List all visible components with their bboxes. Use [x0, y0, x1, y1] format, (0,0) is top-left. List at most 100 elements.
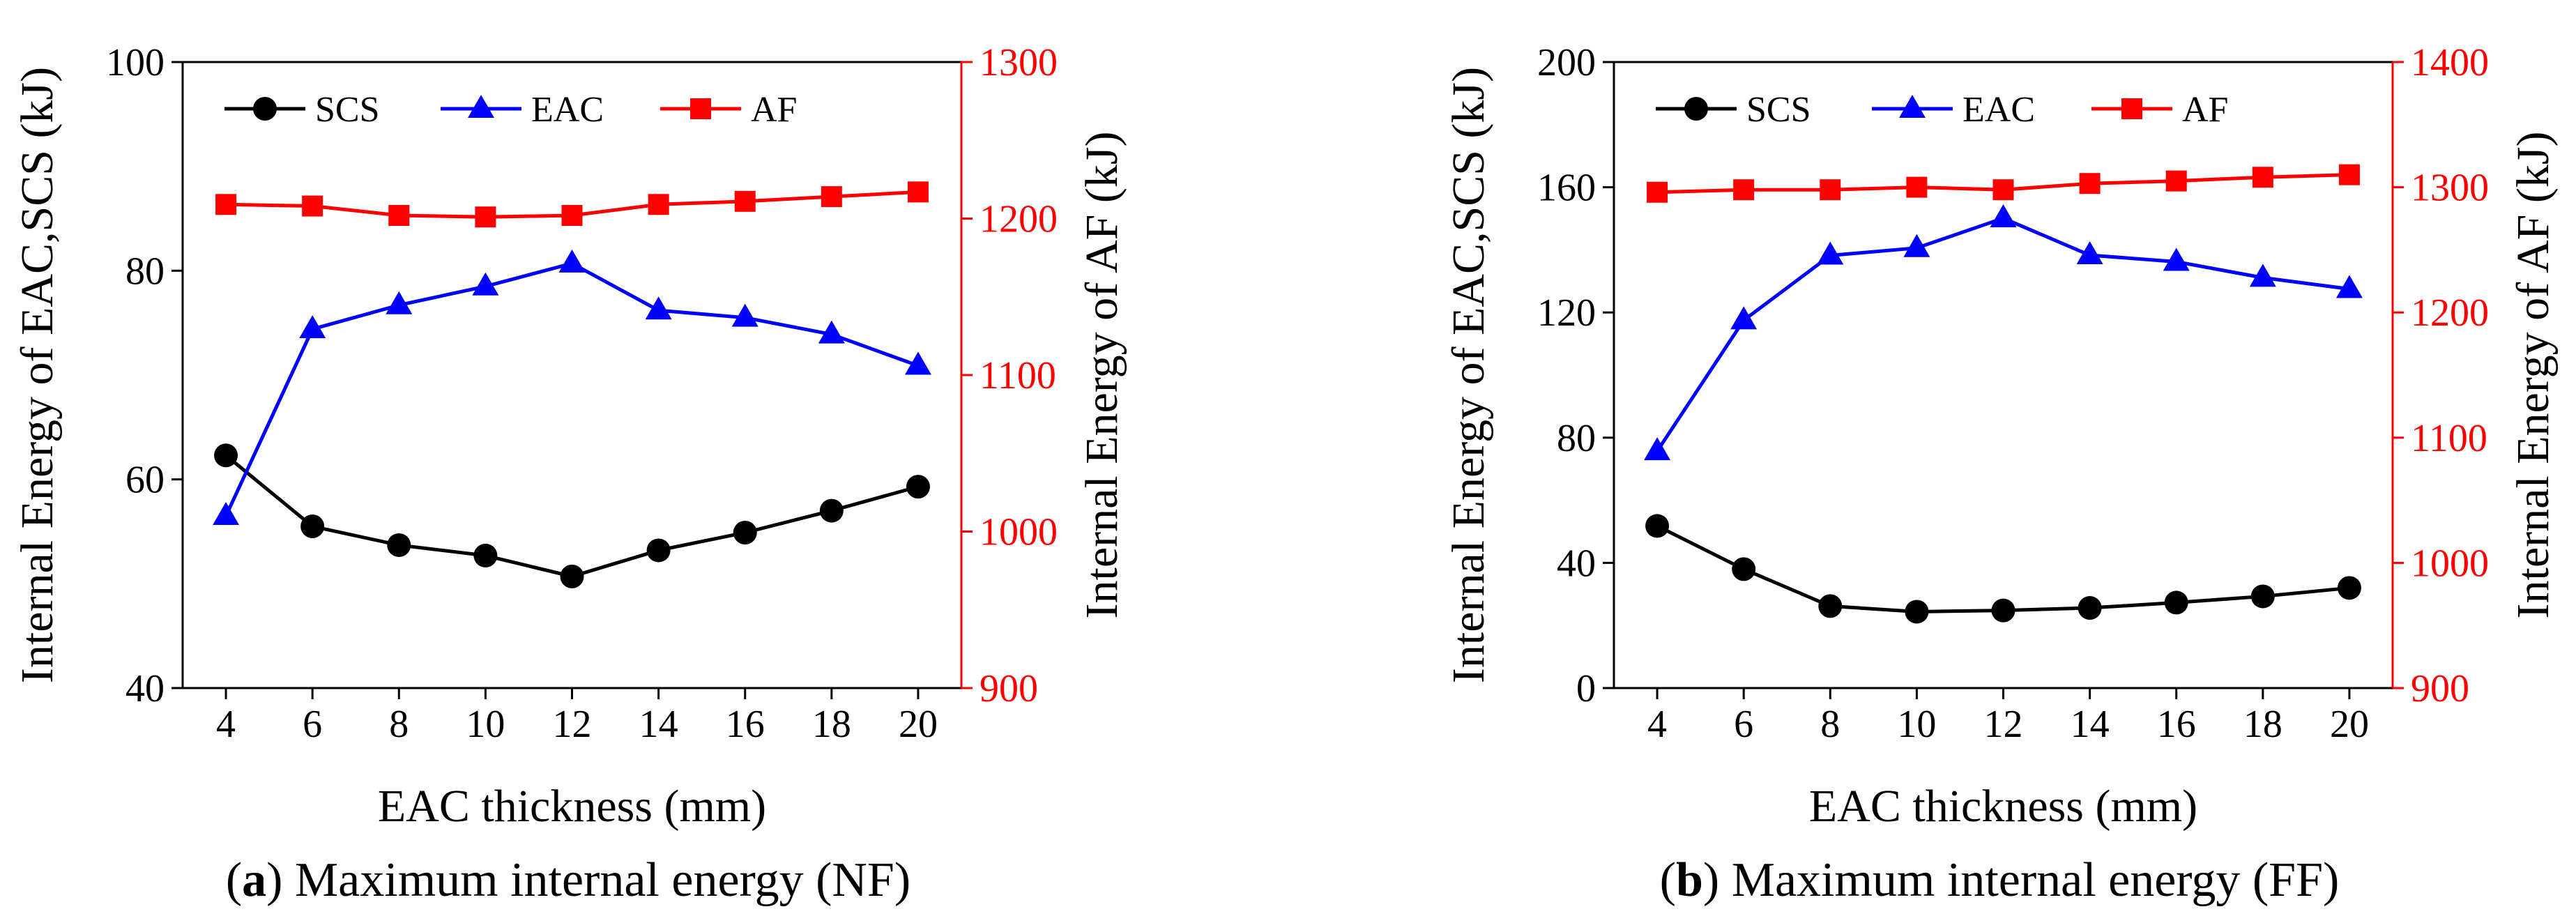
x-tick-label: 10: [1897, 703, 1936, 746]
data-point-eac: [299, 315, 326, 339]
data-point-scs: [1645, 514, 1670, 538]
y-right-tick-label: 900: [2411, 667, 2469, 710]
panel-caption: (a) Maximum internal energy (NF): [226, 853, 910, 907]
data-point-af: [2252, 167, 2273, 188]
data-point-af: [821, 186, 842, 208]
y-right-tick-label: 1200: [980, 198, 1058, 241]
y-left-tick-label: 200: [1537, 41, 1596, 84]
data-point-eac: [818, 320, 845, 344]
y-left-tick-label: 40: [125, 667, 165, 710]
panel-caption: (b) Maximum internal energy (FF): [1660, 853, 2340, 907]
x-tick-label: 20: [2330, 703, 2369, 746]
y-left-tick-label: 160: [1537, 167, 1596, 210]
y-right-tick-label: 900: [980, 667, 1038, 710]
legend-marker-af: [2121, 98, 2142, 119]
data-point-eac: [2335, 275, 2363, 298]
x-tick-label: 16: [726, 703, 765, 746]
x-tick-label: 4: [1647, 703, 1667, 746]
series-eac: [1644, 204, 2363, 461]
data-point-af: [907, 181, 929, 203]
data-point-af: [1992, 179, 2014, 201]
data-point-af: [2338, 164, 2360, 185]
legend-marker-scs: [1684, 97, 1708, 121]
x-tick-label: 18: [812, 703, 851, 746]
data-point-scs: [1732, 557, 1756, 581]
legend-label-eac: EAC: [531, 90, 604, 130]
y-right-axis-title: Internal Energy of AF (kJ): [1076, 132, 1127, 619]
data-point-eac: [213, 502, 240, 526]
series-line-scs: [224, 454, 919, 579]
data-point-eac: [2249, 264, 2276, 287]
data-point-scs: [1818, 594, 1843, 618]
data-point-af: [2165, 170, 2187, 192]
legend-marker-af: [690, 98, 711, 119]
data-point-eac: [1730, 306, 1758, 330]
series-scs: [214, 443, 930, 588]
data-point-scs: [560, 564, 584, 588]
x-axis-title: EAC thickness (mm): [378, 781, 766, 832]
caption-paren-open: (: [226, 853, 242, 907]
y-left-tick-label: 120: [1537, 291, 1596, 335]
data-point-scs: [2337, 576, 2361, 600]
data-point-eac: [2076, 241, 2103, 265]
y-left-tick-label: 80: [125, 250, 165, 293]
x-tick-label: 6: [303, 703, 322, 746]
data-point-eac: [731, 303, 759, 327]
caption-letter: a: [242, 853, 266, 907]
data-point-af: [734, 190, 756, 212]
data-point-af: [1733, 179, 1755, 201]
y-left-axis-title: Internal Energy of EAC,SCS (kJ): [1443, 67, 1494, 683]
y-right-tick-label: 1300: [980, 41, 1058, 84]
legend-label-scs: SCS: [1746, 90, 1811, 130]
data-point-eac: [1644, 437, 1671, 461]
data-point-scs: [733, 520, 757, 544]
data-point-af: [561, 205, 583, 227]
y-right-tick-label: 1100: [980, 354, 1056, 397]
x-tick-label: 4: [216, 703, 236, 746]
legend-marker-eac: [468, 95, 494, 118]
data-point-scs: [214, 443, 238, 468]
data-point-af: [1820, 179, 1841, 201]
x-tick-label: 14: [639, 703, 678, 746]
series-scs: [1645, 514, 2361, 624]
series-line-eac: [224, 261, 919, 517]
x-tick-label: 6: [1734, 703, 1753, 746]
y-right-tick-label: 1000: [980, 511, 1058, 554]
data-point-scs: [387, 533, 411, 557]
y-right-tick-label: 1400: [2411, 41, 2489, 84]
chart-panel-a: 4 6 8 10 12 14 16 18 20 40 60 80 100 900 1000 1100 1200 1…: [12, 41, 1127, 907]
y-left-axis-title: Internal Energy of EAC,SCS (kJ): [12, 67, 63, 683]
legend-label-eac: EAC: [1963, 90, 2035, 130]
data-point-af: [1647, 181, 1668, 203]
data-point-eac: [2163, 247, 2190, 271]
caption-text: ) Maximum internal energy (FF): [1703, 853, 2339, 907]
data-point-eac: [904, 351, 931, 375]
x-tick-label: 8: [1820, 703, 1840, 746]
data-point-scs: [819, 498, 844, 523]
series-af: [1647, 164, 2360, 203]
legend: SCS EAC AF: [224, 90, 797, 130]
data-point-eac: [558, 249, 586, 273]
x-tick-label: 12: [1984, 703, 2023, 746]
data-point-scs: [1905, 600, 1929, 624]
data-point-af: [388, 205, 410, 227]
caption-letter: b: [1676, 853, 1703, 907]
caption-text: ) Maximum internal energy (NF): [266, 853, 910, 907]
legend: SCS EAC AF: [1656, 90, 2228, 130]
x-axis-title: EAC thickness (mm): [1809, 781, 2197, 832]
y-right-tick-label: 1100: [2411, 417, 2487, 460]
data-point-scs: [2250, 584, 2275, 609]
series-line-eac: [1655, 216, 2350, 452]
data-point-scs: [646, 538, 671, 563]
data-point-scs: [906, 475, 930, 499]
legend-label-scs: SCS: [315, 90, 380, 130]
caption-paren-open: (: [1660, 853, 1676, 907]
series-eac: [213, 249, 931, 526]
legend-label-af: AF: [2182, 90, 2228, 130]
data-point-eac: [472, 272, 499, 296]
legend-label-af: AF: [751, 90, 797, 130]
x-tick-label: 16: [2157, 703, 2196, 746]
data-point-eac: [386, 291, 413, 314]
legend-marker-eac: [1899, 95, 1926, 118]
